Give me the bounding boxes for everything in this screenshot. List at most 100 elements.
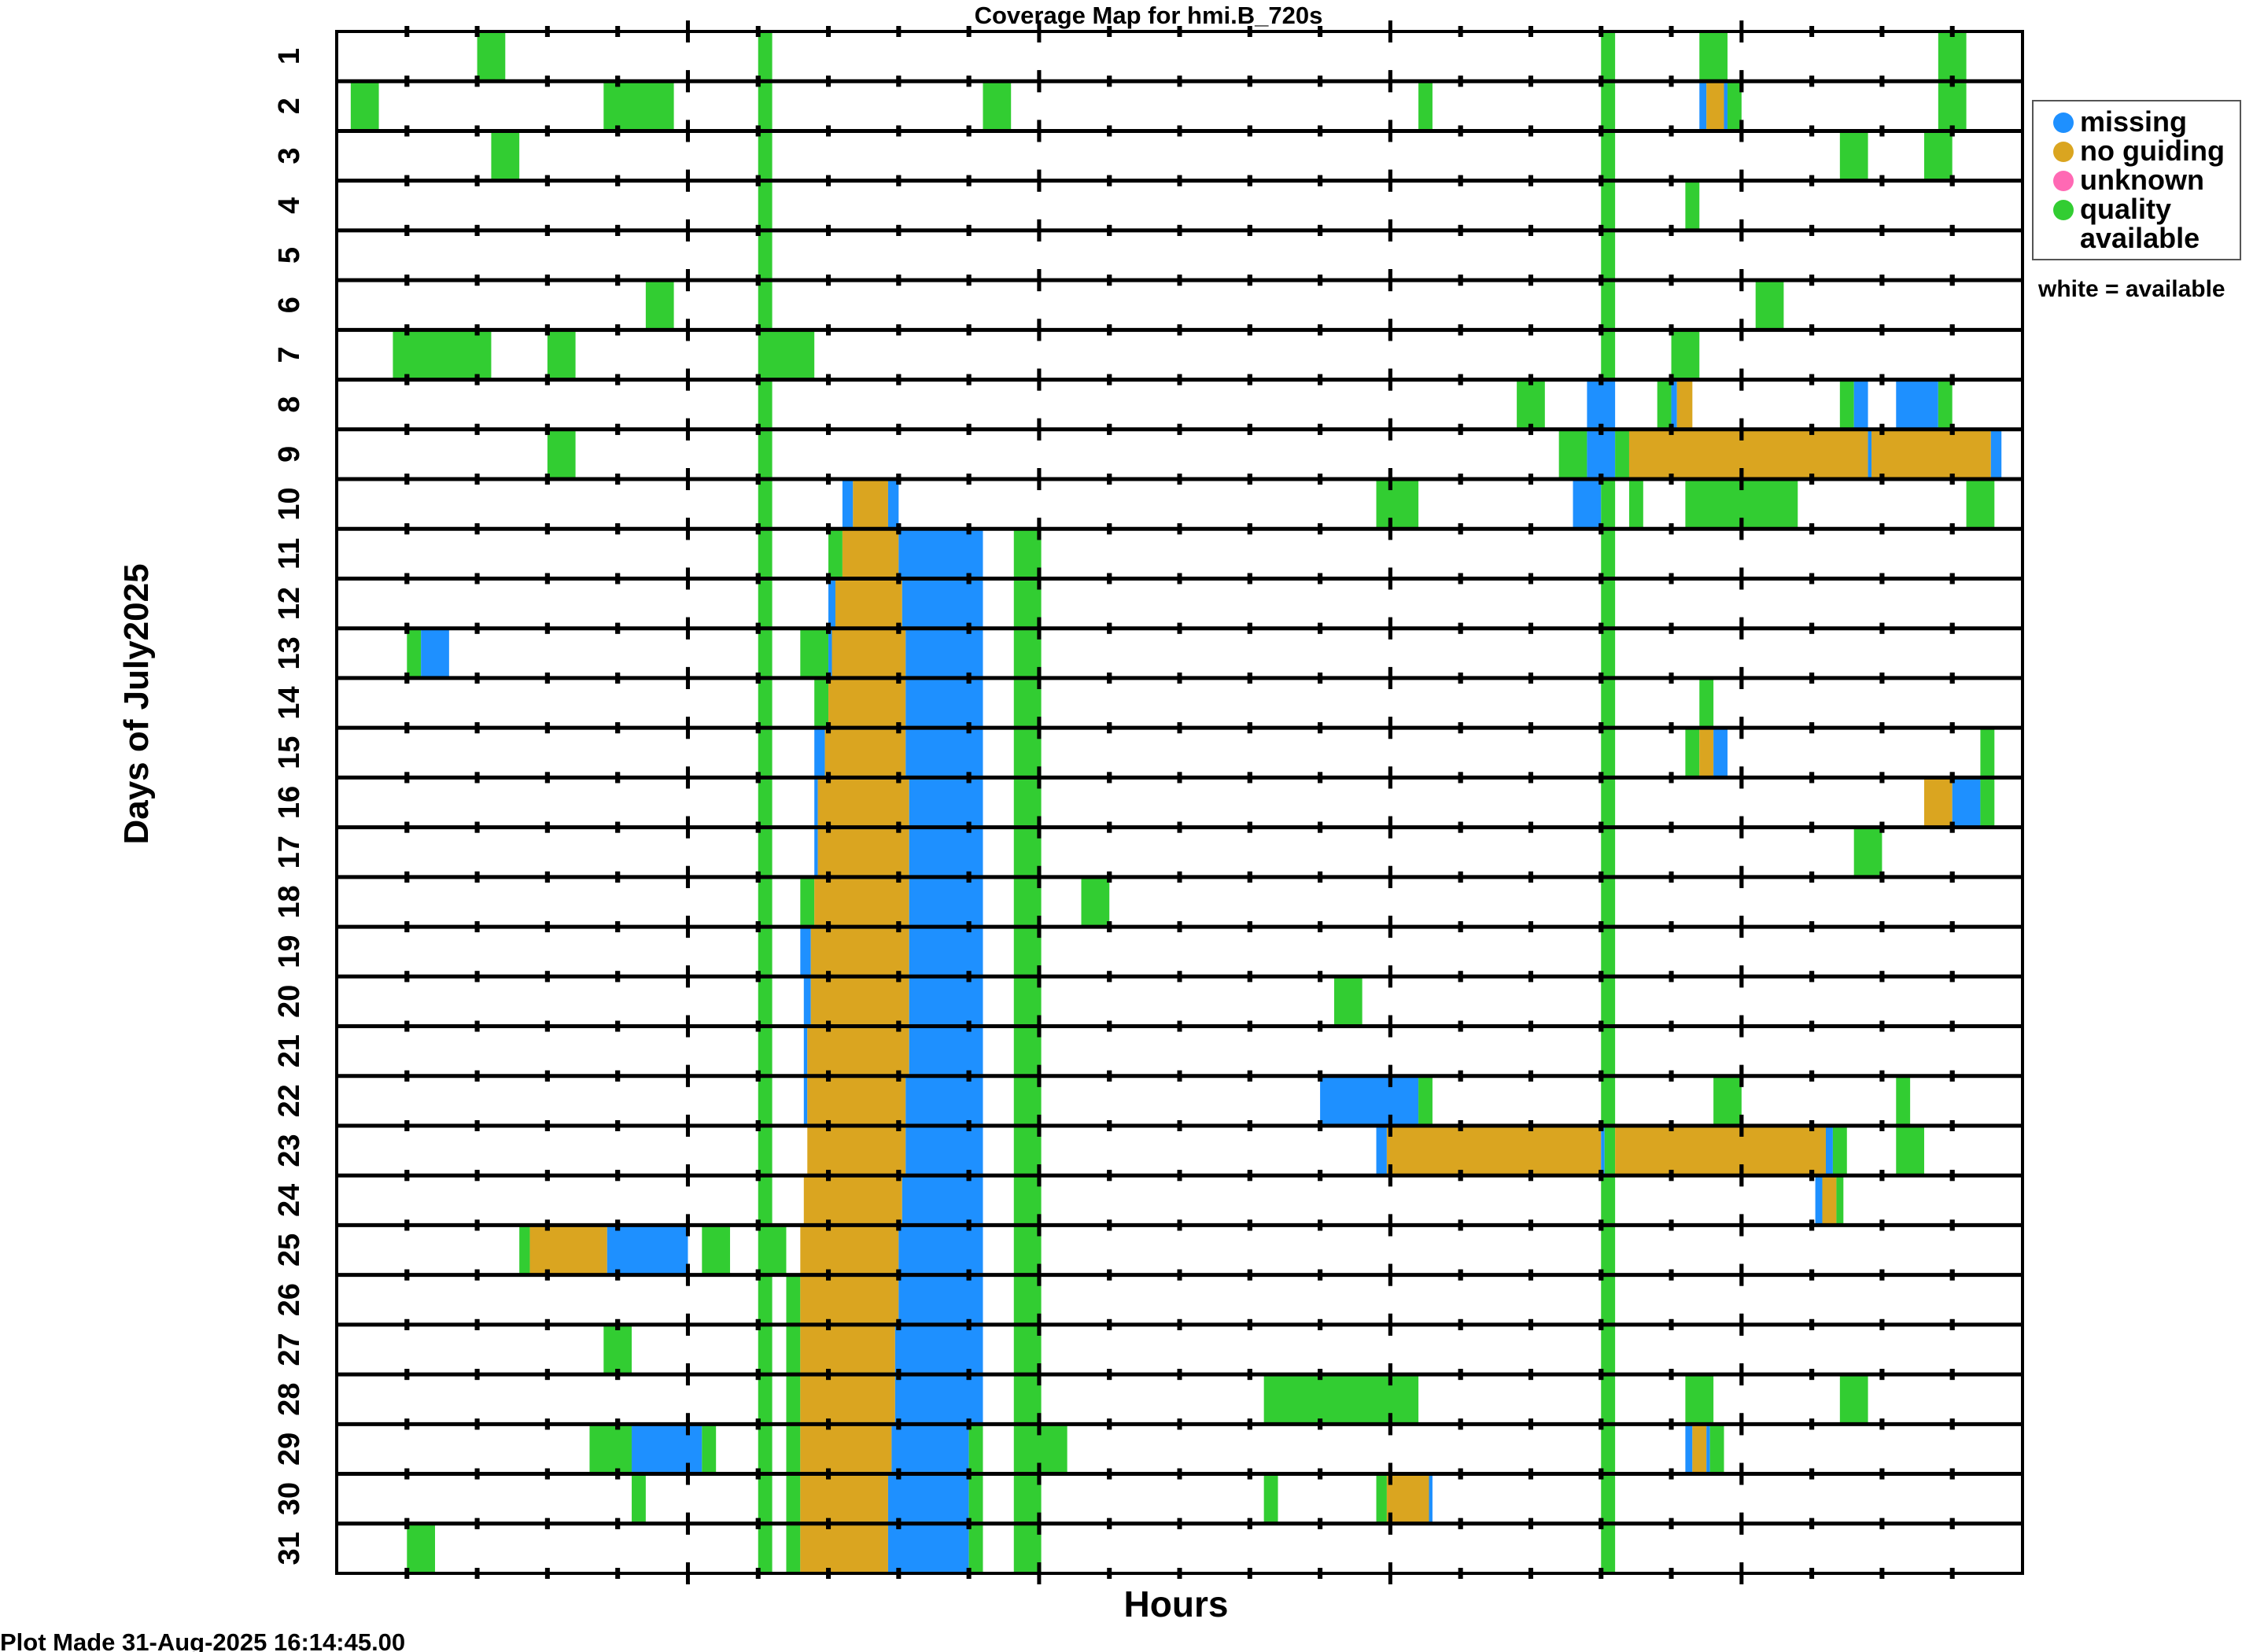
segment-quality [1671, 330, 1700, 380]
day-label: 29 [273, 1433, 306, 1466]
segment-missing [800, 927, 811, 977]
segment-missing [905, 1075, 983, 1126]
segment-quality [1558, 429, 1587, 480]
segment-missing [909, 1026, 983, 1076]
segment-quality [1601, 827, 1616, 877]
segment-quality [1938, 31, 1967, 82]
segment-no-guiding [807, 1125, 906, 1176]
segment-quality [1376, 1473, 1387, 1524]
segment-missing [1713, 728, 1728, 778]
segment-quality [1013, 1324, 1042, 1375]
segment-missing [909, 777, 983, 828]
day-label: 28 [273, 1383, 306, 1416]
segment-missing [909, 976, 983, 1027]
segment-missing [1706, 1424, 1710, 1474]
legend-label-missing: missing [2080, 105, 2187, 138]
segment-quality [758, 876, 773, 927]
segment-missing [1601, 1125, 1605, 1176]
segment-quality [1601, 280, 1616, 330]
segment-quality [407, 628, 422, 678]
day-label: 3 [273, 147, 306, 164]
day-label: 18 [273, 885, 306, 918]
day-label: 7 [273, 346, 306, 363]
segment-quality [1980, 728, 1995, 778]
segment-quality [1853, 827, 1882, 877]
day-label: 17 [273, 835, 306, 868]
segment-quality [1685, 180, 1700, 230]
segment-no-guiding [810, 976, 909, 1027]
segment-quality [1013, 927, 1042, 977]
segment-no-guiding [1706, 81, 1724, 131]
legend-label-quality: quality [2080, 193, 2171, 225]
segment-quality [1601, 529, 1616, 579]
segment-quality [758, 131, 773, 181]
segment-no-guiding [842, 529, 899, 579]
segment-quality [786, 1274, 801, 1325]
segment-missing [1429, 1473, 1433, 1524]
segment-quality [1601, 1424, 1616, 1474]
segment-quality [968, 1523, 983, 1573]
segment-quality [1418, 1075, 1433, 1126]
segment-quality [758, 1473, 773, 1524]
segment-quality [1601, 131, 1616, 181]
segment-quality [1013, 578, 1042, 629]
plot-frame [335, 30, 2024, 1575]
segment-quality [1013, 1175, 1042, 1226]
segment-quality [589, 1424, 632, 1474]
segment-quality [758, 1026, 773, 1076]
segment-no-guiding [800, 1274, 899, 1325]
segment-quality [1601, 1324, 1616, 1375]
day-label: 4 [273, 197, 306, 214]
day-label: 13 [273, 636, 306, 669]
segment-quality [1839, 131, 1868, 181]
segment-quality [1601, 479, 1616, 529]
day-label: 12 [273, 587, 306, 620]
segment-quality [968, 1473, 983, 1524]
day-labels: 1234567891011121314151617181920212223242… [273, 48, 306, 1565]
segment-missing [803, 976, 811, 1027]
legend-marker-unknown [2053, 171, 2074, 191]
day-label: 26 [273, 1283, 306, 1316]
segment-missing [898, 529, 983, 579]
segment-quality [786, 1523, 801, 1573]
legend: missing no guiding unknown quality avail… [2032, 100, 2241, 302]
segment-missing [902, 1175, 983, 1226]
segment-quality [814, 677, 829, 728]
segment-no-guiding [800, 1424, 892, 1474]
segment-missing [905, 728, 983, 778]
segment-quality [1013, 677, 1042, 728]
segment-quality [1896, 1125, 1924, 1176]
segment-missing [1896, 379, 1938, 430]
segment-no-guiding [853, 479, 888, 529]
legend-marker-no-guiding [2053, 142, 2074, 162]
segment-quality [758, 777, 773, 828]
segment-quality [1013, 1075, 1042, 1126]
segment-quality [758, 1075, 773, 1126]
segment-no-guiding [824, 728, 906, 778]
segment-no-guiding [800, 1473, 888, 1524]
segment-no-guiding [1615, 1125, 1826, 1176]
segment-missing [1587, 429, 1616, 480]
segment-missing [828, 578, 835, 629]
segment-quality [1657, 379, 1672, 430]
day-label: 23 [273, 1134, 306, 1167]
segment-missing [887, 1473, 969, 1524]
segment-missing [894, 1324, 983, 1375]
segment-missing [1573, 479, 1602, 529]
day-label: 15 [273, 736, 306, 769]
segment-no-guiding [803, 1175, 902, 1226]
segment-missing [1671, 379, 1677, 430]
segment-quality [786, 1473, 801, 1524]
segment-missing [814, 827, 818, 877]
segment-no-guiding [817, 827, 909, 877]
segment-quality [758, 81, 773, 131]
segment-quality [758, 1424, 773, 1474]
segment-missing [1699, 81, 1707, 131]
segment-quality [1013, 728, 1042, 778]
segment-quality [1601, 777, 1616, 828]
segment-quality [1601, 876, 1616, 927]
segment-quality [1839, 379, 1854, 430]
day-label: 16 [273, 786, 306, 819]
day-label: 10 [273, 488, 306, 521]
segment-quality [1013, 1523, 1042, 1573]
